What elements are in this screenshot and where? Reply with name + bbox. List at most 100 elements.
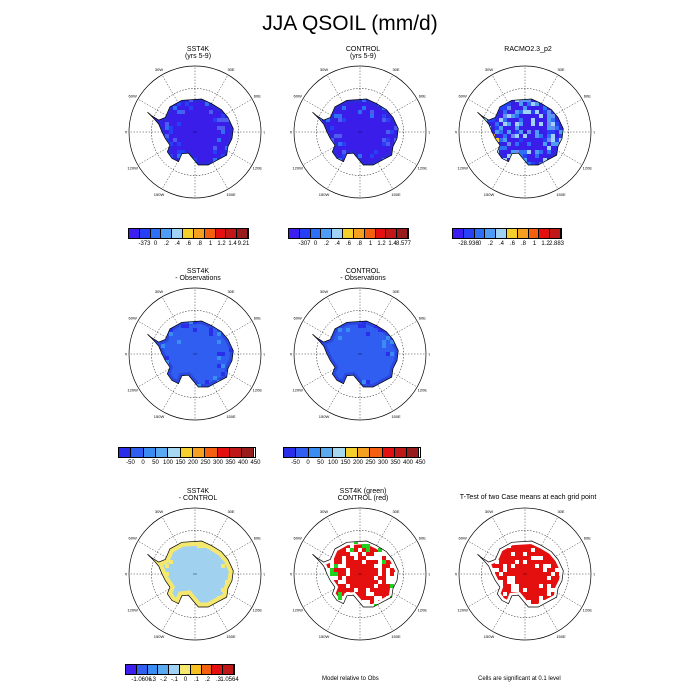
colorbar-swatch <box>375 229 387 238</box>
grid-cell <box>290 512 294 516</box>
grid-cell <box>386 524 390 528</box>
grid-cell <box>330 508 334 512</box>
grid-cell <box>165 604 169 607</box>
grid-cell <box>362 608 366 612</box>
grid-cell <box>125 78 129 82</box>
grid-cell <box>290 368 294 372</box>
grid-cell <box>495 182 499 186</box>
grid-cell <box>567 174 571 178</box>
continent-field <box>463 62 595 186</box>
grid-cell <box>346 600 350 604</box>
grid-cell <box>334 404 338 408</box>
grid-cell <box>475 640 479 644</box>
grid-cell <box>249 66 253 70</box>
grid-cell <box>237 516 241 520</box>
grid-cell <box>559 130 563 134</box>
grid-cell <box>205 640 209 644</box>
grid-cell <box>418 292 422 296</box>
grid-cell <box>209 74 213 78</box>
grid-cell <box>312 604 314 607</box>
grid-cell <box>402 106 406 110</box>
grid-cell <box>527 504 531 508</box>
grid-cell <box>467 114 471 118</box>
grid-cell <box>245 608 249 612</box>
grid-cell <box>161 388 165 392</box>
grid-cell <box>330 576 334 580</box>
meridian-line <box>161 516 196 575</box>
grid-cell <box>414 328 418 332</box>
grid-cell <box>539 170 543 174</box>
grid-cell <box>499 612 503 616</box>
longitude-label: 150E <box>556 192 566 197</box>
grid-cell <box>575 548 579 552</box>
grid-cell <box>245 420 249 424</box>
grid-cell <box>342 170 346 174</box>
grid-cell <box>350 520 354 524</box>
grid-cell <box>394 616 398 620</box>
grid-cell <box>390 584 394 588</box>
meridian-line <box>326 296 361 355</box>
grid-cell <box>257 400 261 404</box>
grid-cell <box>249 174 253 178</box>
grid-cell <box>551 118 555 122</box>
grid-cell <box>471 106 475 110</box>
colorbar-label: 1.2 <box>377 241 386 247</box>
grid-cell <box>543 142 547 146</box>
grid-cell <box>153 146 157 150</box>
grid-cell <box>290 372 294 376</box>
grid-cell <box>547 134 551 138</box>
grid-cell <box>161 572 165 576</box>
grid-cell <box>495 94 499 98</box>
grid-cell <box>346 620 350 624</box>
grid-cell <box>414 186 418 190</box>
grid-cell <box>213 628 217 632</box>
grid-cell <box>523 106 527 110</box>
grid-cell <box>583 504 587 508</box>
grid-cell <box>253 528 257 532</box>
grid-cell <box>475 182 479 186</box>
colorbar-swatch <box>474 229 486 238</box>
grid-cell <box>229 400 233 404</box>
grid-cell <box>406 138 410 142</box>
longitude-label: 120W <box>457 166 468 171</box>
grid-cell <box>487 138 491 142</box>
grid-cell <box>398 198 402 202</box>
colorbar-label: .6 <box>185 241 192 247</box>
colorbar-swatch <box>215 229 227 238</box>
colorbar-label: 0 <box>477 241 482 247</box>
grid-cell <box>241 110 245 114</box>
grid-cell <box>527 62 531 66</box>
grid-cell <box>169 126 173 130</box>
grid-cell <box>563 106 564 110</box>
grid-cell <box>499 86 503 90</box>
grid-cell <box>342 564 346 568</box>
grid-cell <box>314 142 318 146</box>
grid-cell <box>539 114 543 118</box>
grid-cell <box>330 524 334 528</box>
grid-cell <box>398 608 402 612</box>
grid-cell <box>406 516 410 520</box>
grid-cell <box>402 628 406 632</box>
grid-cell <box>298 556 302 560</box>
grid-cell <box>479 568 483 572</box>
grid-cell <box>515 122 519 126</box>
grid-cell <box>563 504 567 508</box>
grid-cell <box>225 106 229 110</box>
grid-cell <box>507 512 511 516</box>
grid-cell <box>382 612 386 616</box>
grid-cell <box>539 62 543 66</box>
grid-cell <box>463 146 467 150</box>
grid-cell <box>374 596 378 600</box>
grid-cell <box>342 106 346 110</box>
grid-cell <box>479 640 483 644</box>
grid-cell <box>426 142 430 146</box>
grid-cell <box>571 138 575 142</box>
grid-cell <box>591 150 595 154</box>
grid-cell <box>366 90 370 94</box>
grid-cell <box>354 288 358 292</box>
grid-cell <box>543 86 547 90</box>
grid-cell <box>185 178 189 182</box>
grid-cell <box>579 576 583 580</box>
grid-cell <box>563 588 564 592</box>
grid-cell <box>382 560 386 564</box>
